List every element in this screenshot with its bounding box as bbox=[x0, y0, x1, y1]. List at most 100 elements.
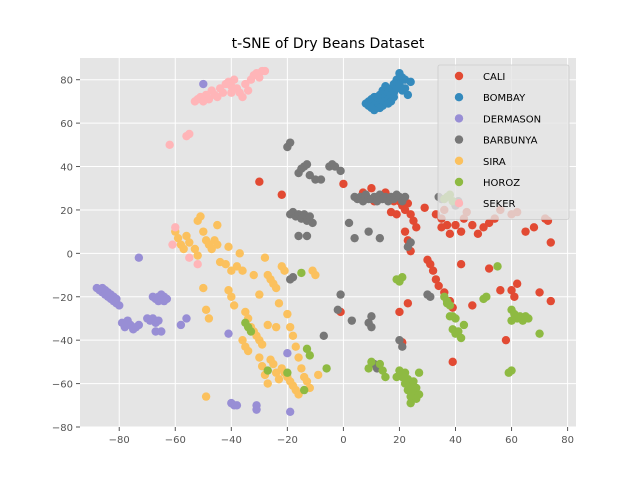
data-point bbox=[336, 290, 345, 299]
data-point bbox=[507, 316, 516, 325]
legend: CALI BOMBAY DERMASON BARBUNYA SIRA HOROZ SEKER bbox=[437, 64, 570, 220]
legend-marker bbox=[454, 199, 464, 208]
data-point bbox=[412, 383, 421, 393]
data-point bbox=[367, 322, 376, 332]
data-point bbox=[285, 322, 295, 332]
x-tick-label: 20 bbox=[393, 435, 406, 446]
data-point bbox=[535, 329, 544, 338]
data-point bbox=[185, 253, 194, 262]
data-point bbox=[263, 366, 272, 375]
data-point bbox=[428, 266, 438, 275]
legend-label: SIRA bbox=[483, 157, 506, 168]
data-point bbox=[252, 405, 261, 414]
data-point bbox=[507, 286, 516, 295]
legend-frame bbox=[437, 64, 570, 220]
data-point bbox=[364, 227, 373, 236]
data-point bbox=[190, 244, 200, 254]
data-point bbox=[193, 260, 202, 269]
x-tick-label: −60 bbox=[165, 435, 186, 446]
data-point bbox=[201, 305, 211, 314]
data-point bbox=[299, 385, 309, 395]
data-point bbox=[339, 179, 348, 189]
data-point bbox=[204, 314, 214, 323]
data-point bbox=[269, 359, 278, 369]
data-point bbox=[451, 314, 460, 323]
series-seker bbox=[165, 66, 270, 269]
x-tick-label: 40 bbox=[449, 435, 462, 446]
data-point bbox=[451, 220, 460, 230]
data-point bbox=[182, 314, 191, 323]
data-point bbox=[283, 309, 292, 319]
legend-label: SEKER bbox=[483, 199, 516, 210]
data-point bbox=[313, 370, 323, 380]
data-point bbox=[115, 301, 124, 310]
data-point bbox=[274, 375, 284, 384]
data-point bbox=[442, 220, 452, 230]
y-tick-label: 20 bbox=[60, 206, 73, 217]
data-point bbox=[241, 307, 250, 317]
data-point bbox=[162, 294, 172, 304]
data-point bbox=[395, 335, 404, 345]
data-point bbox=[406, 210, 415, 219]
data-point bbox=[305, 351, 314, 360]
data-point bbox=[288, 273, 298, 282]
data-point bbox=[280, 266, 289, 275]
data-point bbox=[277, 190, 286, 199]
y-tick-label: −60 bbox=[52, 380, 73, 391]
scatter-points bbox=[92, 66, 555, 417]
data-point bbox=[227, 266, 236, 275]
data-point bbox=[546, 238, 555, 247]
data-point bbox=[442, 299, 452, 308]
data-point bbox=[367, 184, 376, 193]
data-point bbox=[403, 385, 413, 395]
data-point bbox=[193, 251, 202, 260]
data-point bbox=[406, 398, 415, 408]
data-point bbox=[426, 292, 435, 301]
data-point bbox=[246, 327, 256, 336]
x-tick-label: 0 bbox=[340, 435, 346, 446]
data-point bbox=[493, 262, 502, 271]
data-point bbox=[367, 357, 376, 367]
y-tick-label: −40 bbox=[52, 336, 73, 347]
data-point bbox=[412, 223, 421, 232]
data-point bbox=[389, 92, 399, 102]
data-point bbox=[319, 331, 328, 341]
data-point bbox=[456, 260, 466, 269]
data-point bbox=[182, 231, 191, 241]
legend-label: HOROZ bbox=[483, 178, 520, 189]
data-point bbox=[395, 307, 404, 317]
data-point bbox=[414, 390, 424, 399]
data-point bbox=[546, 296, 555, 306]
data-point bbox=[199, 283, 208, 293]
data-point bbox=[285, 138, 295, 147]
data-point bbox=[322, 364, 331, 373]
y-tick-label: −80 bbox=[52, 423, 73, 434]
data-point bbox=[294, 353, 303, 362]
data-point bbox=[454, 327, 463, 336]
x-tick-label: −20 bbox=[277, 435, 298, 446]
data-point bbox=[157, 327, 166, 336]
data-point bbox=[400, 192, 410, 202]
data-point bbox=[347, 316, 357, 325]
data-point bbox=[165, 140, 174, 150]
series-horoz bbox=[241, 190, 544, 408]
data-point bbox=[400, 227, 410, 236]
data-point bbox=[260, 66, 270, 76]
data-point bbox=[294, 231, 303, 241]
data-point bbox=[350, 233, 359, 243]
data-point bbox=[456, 333, 466, 343]
data-point bbox=[468, 220, 477, 230]
legend-marker bbox=[454, 135, 464, 144]
data-point bbox=[224, 242, 233, 252]
data-point bbox=[179, 244, 188, 254]
data-point bbox=[243, 86, 253, 95]
data-point bbox=[199, 79, 208, 89]
y-tick-label: 60 bbox=[60, 119, 73, 130]
data-point bbox=[218, 88, 228, 97]
series-dermason bbox=[92, 79, 295, 417]
x-tick-label: 60 bbox=[505, 435, 518, 446]
data-point bbox=[185, 238, 194, 247]
data-point bbox=[176, 320, 186, 330]
data-point bbox=[305, 212, 314, 221]
